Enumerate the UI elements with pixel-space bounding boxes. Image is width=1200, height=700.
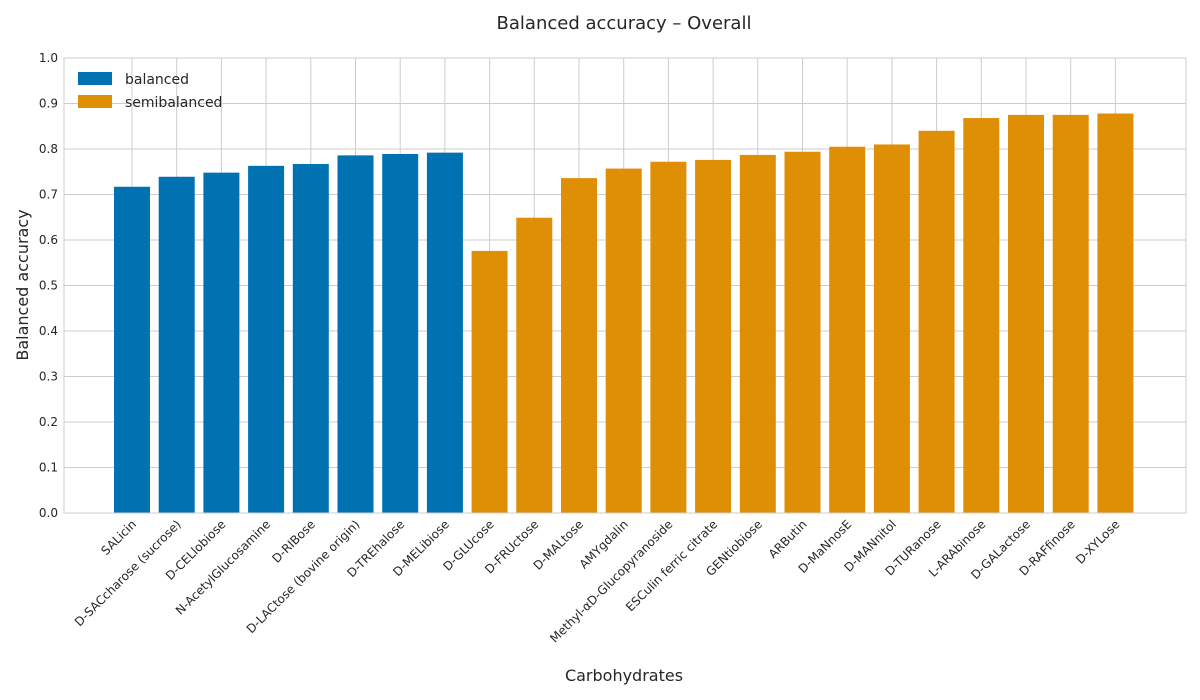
y-axis-title: Balanced accuracy: [13, 209, 32, 360]
x-axis-title: Carbohydrates: [565, 666, 683, 685]
bar-semibalanced: [561, 178, 597, 513]
y-tick-label: 0.2: [39, 415, 58, 429]
x-tick-label: SALicin: [98, 517, 139, 558]
y-tick-label: 0.5: [39, 279, 58, 293]
legend-label-balanced: balanced: [125, 72, 189, 88]
bar-semibalanced: [829, 146, 866, 513]
bar-semibalanced: [784, 151, 821, 514]
x-tick-label: ARButin: [766, 517, 810, 561]
x-tick-label: D-XYLose: [1073, 517, 1122, 566]
legend-swatch-balanced: [78, 72, 112, 85]
y-tick-label: 0.3: [39, 370, 58, 384]
y-tick-label: 0.6: [39, 233, 58, 247]
bar-semibalanced: [739, 154, 776, 514]
chart-title: Balanced accuracy – Overall: [497, 13, 752, 34]
bar-semibalanced: [918, 130, 955, 514]
bar-balanced: [114, 186, 150, 513]
bar-balanced: [203, 172, 240, 513]
plot-frame: [63, 57, 1187, 514]
y-tick-label: 0.9: [39, 97, 58, 111]
bar-semibalanced: [650, 161, 687, 514]
y-tick-labels: 0.0 0.1 0.2 0.3 0.4 0.5 0.6 0.7 0.8 0.9 1.0: [39, 51, 58, 520]
legend: balanced semibalanced: [78, 72, 222, 111]
legend-label-semibalanced: semibalanced: [125, 95, 222, 111]
bar-balanced: [292, 164, 329, 513]
bars-layer: [114, 113, 1134, 514]
y-tick-label: 1.0: [39, 51, 58, 65]
bar-balanced: [337, 155, 374, 513]
bar-semibalanced: [873, 144, 910, 513]
bar-semibalanced: [1052, 114, 1089, 513]
bar-semibalanced: [1008, 114, 1044, 513]
bar-semibalanced: [695, 159, 732, 514]
bar-balanced: [248, 165, 285, 513]
bar-semibalanced: [963, 118, 1000, 513]
y-tick-label: 0.7: [39, 188, 58, 202]
bar-semibalanced: [471, 250, 508, 514]
y-tick-label: 0.8: [39, 142, 58, 156]
bar-semibalanced: [516, 217, 553, 513]
y-tick-label: 0.0: [39, 506, 58, 520]
legend-swatch-semibalanced: [78, 95, 112, 108]
bar-semibalanced: [1097, 113, 1134, 513]
bar-semibalanced: [605, 168, 642, 513]
y-tick-label: 0.4: [39, 324, 58, 338]
bar-balanced: [158, 176, 195, 513]
bar-balanced: [382, 154, 419, 513]
y-tick-label: 0.1: [39, 461, 58, 475]
bar-balanced: [426, 152, 463, 513]
